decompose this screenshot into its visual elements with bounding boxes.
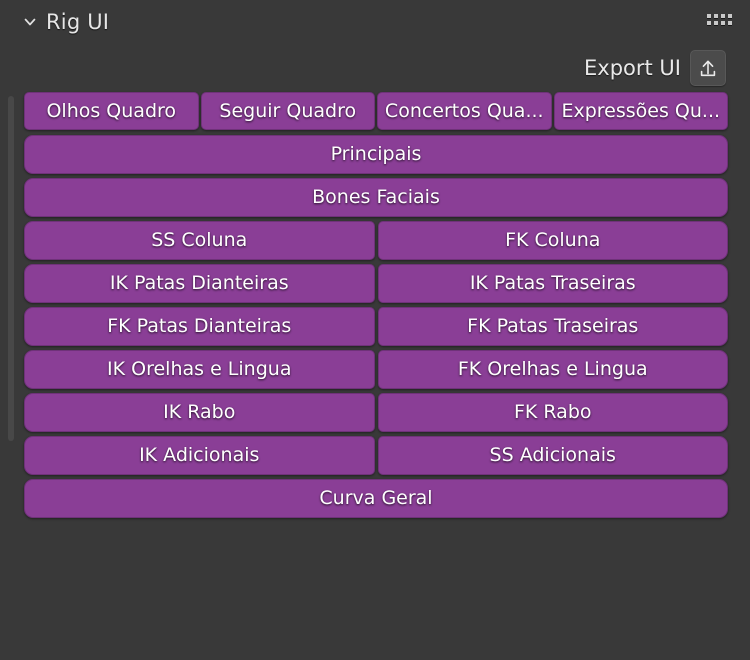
button-ik-adicionais[interactable]: IK Adicionais (24, 436, 375, 475)
tab-expressoes-quadro[interactable]: Expressões Qu... (553, 92, 728, 130)
button-fk-coluna[interactable]: FK Coluna (377, 221, 728, 260)
button-ss-coluna[interactable]: SS Coluna (24, 221, 375, 260)
chevron-down-icon[interactable] (22, 14, 38, 30)
row-adicionais: IK Adicionais SS Adicionais (24, 436, 728, 475)
export-ui-button[interactable] (690, 50, 726, 86)
row-curva-geral: Curva Geral (24, 479, 728, 518)
export-ui-label: Export UI (584, 55, 681, 80)
button-fk-rabo[interactable]: FK Rabo (377, 393, 728, 432)
button-bones-faciais[interactable]: Bones Faciais (24, 178, 728, 217)
export-row: Export UI (0, 44, 750, 92)
upload-arrow-icon (697, 57, 719, 79)
button-ss-adicionais[interactable]: SS Adicionais (377, 436, 728, 475)
tab-concertos-quadro[interactable]: Concertos Qua... (377, 92, 552, 130)
button-ik-patas-dianteiras[interactable]: IK Patas Dianteiras (24, 264, 375, 303)
button-ik-orelhas-e-lingua[interactable]: IK Orelhas e Lingua (24, 350, 375, 389)
page-title: Rig UI (46, 9, 110, 34)
button-fk-patas-traseiras[interactable]: FK Patas Traseiras (377, 307, 728, 346)
button-ik-rabo[interactable]: IK Rabo (24, 393, 375, 432)
tab-olhos-quadro[interactable]: Olhos Quadro (24, 92, 199, 130)
button-ik-patas-traseiras[interactable]: IK Patas Traseiras (377, 264, 728, 303)
grip-dots-icon[interactable] (707, 14, 732, 25)
vertical-scrollbar[interactable] (8, 96, 14, 441)
tab-seguir-quadro[interactable]: Seguir Quadro (200, 92, 375, 130)
button-fk-orelhas-e-lingua[interactable]: FK Orelhas e Lingua (377, 350, 728, 389)
button-principais[interactable]: Principais (24, 135, 728, 174)
rig-button-stack: Olhos Quadro Seguir Quadro Concertos Qua… (0, 92, 750, 518)
row-bones-faciais: Bones Faciais (24, 178, 728, 217)
row-principais: Principais (24, 135, 728, 174)
row-fk-patas: FK Patas Dianteiras FK Patas Traseiras (24, 307, 728, 346)
tab-row: Olhos Quadro Seguir Quadro Concertos Qua… (24, 92, 728, 130)
button-curva-geral[interactable]: Curva Geral (24, 479, 728, 518)
row-orelhas-lingua: IK Orelhas e Lingua FK Orelhas e Lingua (24, 350, 728, 389)
row-coluna: SS Coluna FK Coluna (24, 221, 728, 260)
panel-header[interactable]: Rig UI (0, 0, 750, 44)
panel-empty-area (0, 556, 750, 660)
button-fk-patas-dianteiras[interactable]: FK Patas Dianteiras (24, 307, 375, 346)
row-rabo: IK Rabo FK Rabo (24, 393, 728, 432)
row-ik-patas: IK Patas Dianteiras IK Patas Traseiras (24, 264, 728, 303)
